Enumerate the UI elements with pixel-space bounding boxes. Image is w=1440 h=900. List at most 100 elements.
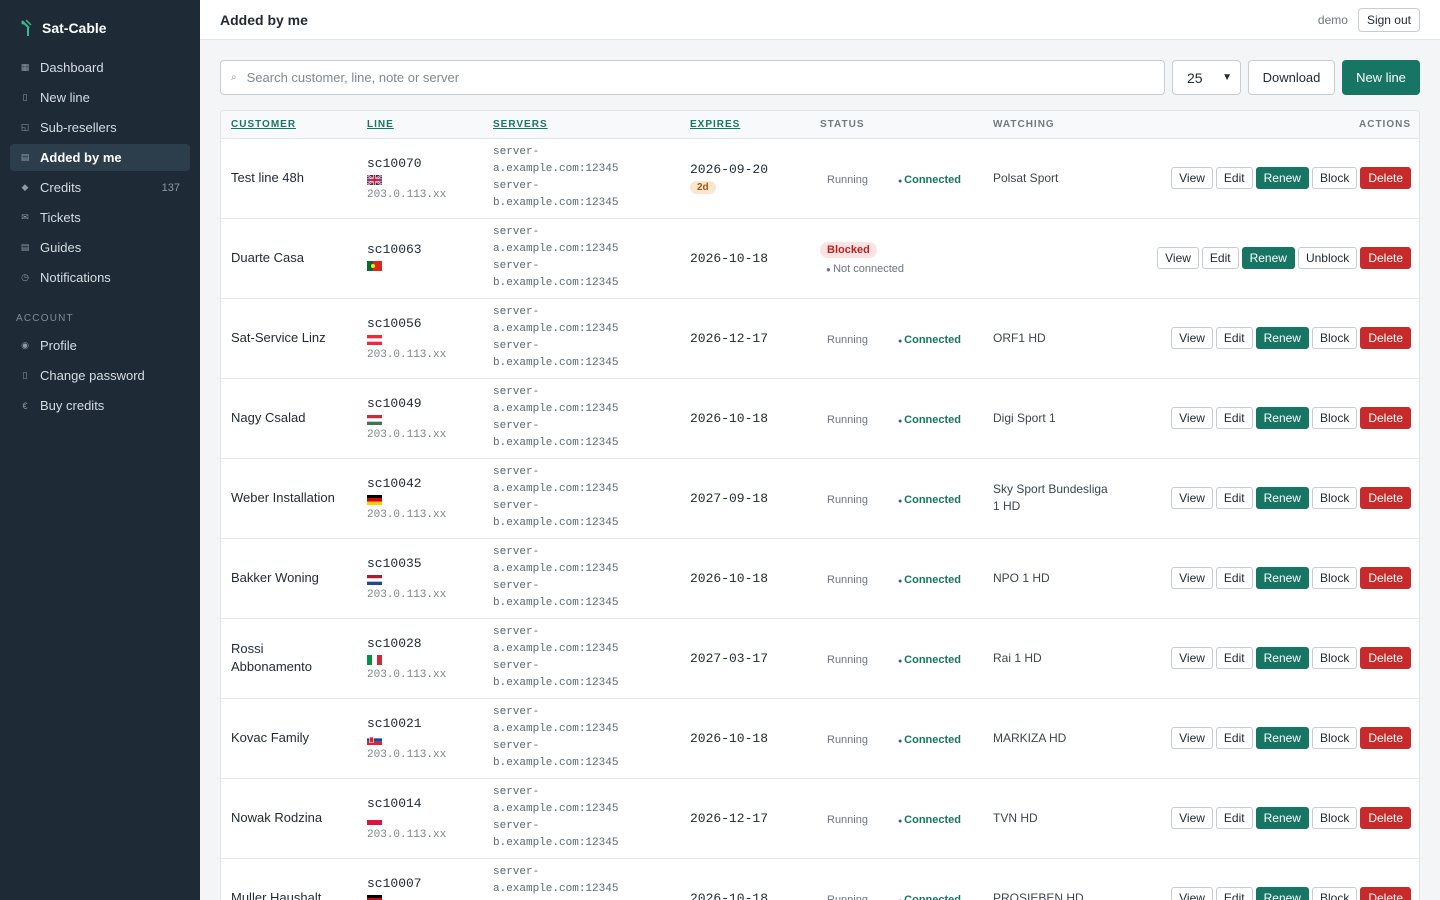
edit-button[interactable]: Edit: [1215, 327, 1253, 349]
renew-button[interactable]: Renew: [1255, 887, 1309, 900]
sidebar-item-change-password[interactable]: ▯ Change password: [10, 362, 190, 389]
line-id[interactable]: sc10021: [367, 715, 422, 731]
sidebar-item-label: Tickets: [40, 210, 81, 225]
col-servers[interactable]: SERVERS: [483, 111, 680, 139]
line-id[interactable]: sc10070: [367, 155, 422, 171]
page-size-select[interactable]: 25 ▼: [1172, 60, 1241, 95]
actions-cell: View Edit Renew Block Delete: [1123, 458, 1419, 539]
view-button[interactable]: View: [1171, 567, 1213, 589]
status-cell: Running● Connected: [810, 618, 983, 699]
block-button[interactable]: Block: [1311, 407, 1358, 429]
renew-button[interactable]: Renew: [1255, 567, 1309, 589]
sidebar-item-sub-resellers[interactable]: ◱ Sub-resellers: [10, 114, 190, 141]
line-id[interactable]: sc10028: [367, 635, 422, 651]
edit-button[interactable]: Edit: [1215, 727, 1253, 749]
line-id[interactable]: sc10056: [367, 315, 422, 331]
status-cell: Running● Connected: [810, 538, 983, 619]
unblock-button[interactable]: Unblock: [1297, 247, 1358, 269]
block-button[interactable]: Block: [1311, 727, 1358, 749]
sidebar-item-dashboard[interactable]: ▦ Dashboard: [10, 54, 190, 81]
delete-button[interactable]: Delete: [1360, 247, 1411, 269]
delete-button[interactable]: Delete: [1360, 487, 1411, 509]
renew-button[interactable]: Renew: [1241, 247, 1295, 269]
sidebar-item-notifications[interactable]: ◷ Notifications: [10, 264, 190, 291]
view-button[interactable]: View: [1171, 727, 1213, 749]
ip-address: 203.0.113.xx: [367, 508, 447, 521]
block-button[interactable]: Block: [1311, 807, 1358, 829]
watching-channel: Digi Sport 1: [983, 378, 1123, 459]
sidebar-item-buy-credits[interactable]: € Buy credits: [10, 392, 190, 419]
sidebar-item-credits[interactable]: ◆ Credits 137: [10, 174, 190, 201]
col-line[interactable]: LINE: [357, 111, 483, 139]
line-id[interactable]: sc10049: [367, 395, 422, 411]
expiry-date: 2026-10-18: [690, 250, 769, 266]
renew-button[interactable]: Renew: [1255, 647, 1309, 669]
block-button[interactable]: Block: [1311, 487, 1358, 509]
delete-button[interactable]: Delete: [1360, 327, 1411, 349]
sign-out-button[interactable]: Sign out: [1357, 7, 1420, 32]
customer-name: Duarte Casa: [221, 218, 357, 299]
renew-button[interactable]: Renew: [1255, 407, 1309, 429]
delete-button[interactable]: Delete: [1360, 167, 1411, 189]
block-button[interactable]: Block: [1311, 327, 1358, 349]
sidebar-item-tickets[interactable]: ✉ Tickets: [10, 204, 190, 231]
flag-hu-icon: [367, 414, 382, 425]
brand[interactable]: Sat-Cable: [0, 10, 200, 40]
renew-button[interactable]: Renew: [1255, 167, 1309, 189]
sidebar-item-guides[interactable]: ▤ Guides: [10, 234, 190, 261]
view-button[interactable]: View: [1171, 407, 1213, 429]
renew-button[interactable]: Renew: [1255, 727, 1309, 749]
line-id[interactable]: sc10035: [367, 555, 422, 571]
sidebar-item-label: New line: [40, 90, 90, 105]
watching-channel: Sky Sport Bundesliga 1 HD: [983, 458, 1123, 539]
status-cell: Running● Connected: [810, 858, 983, 900]
view-button[interactable]: View: [1171, 807, 1213, 829]
brand-name: Sat-Cable: [42, 20, 107, 36]
edit-button[interactable]: Edit: [1215, 487, 1253, 509]
edit-button[interactable]: Edit: [1215, 407, 1253, 429]
view-button[interactable]: View: [1171, 887, 1213, 900]
delete-button[interactable]: Delete: [1360, 407, 1411, 429]
status-dot-icon: ●: [897, 737, 905, 745]
view-button[interactable]: View: [1171, 487, 1213, 509]
block-button[interactable]: Block: [1311, 647, 1358, 669]
delete-button[interactable]: Delete: [1360, 807, 1411, 829]
view-button[interactable]: View: [1157, 247, 1199, 269]
edit-button[interactable]: Edit: [1215, 807, 1253, 829]
renew-button[interactable]: Renew: [1255, 327, 1309, 349]
line-id[interactable]: sc10007: [367, 875, 422, 891]
renew-button[interactable]: Renew: [1255, 487, 1309, 509]
edit-button[interactable]: Edit: [1215, 887, 1253, 900]
line-id[interactable]: sc10014: [367, 795, 422, 811]
view-button[interactable]: View: [1171, 327, 1213, 349]
edit-button[interactable]: Edit: [1215, 647, 1253, 669]
sidebar-item-profile[interactable]: ◉ Profile: [10, 332, 190, 359]
search-box[interactable]: ⌕: [220, 60, 1165, 95]
delete-button[interactable]: Delete: [1360, 887, 1411, 900]
renew-button[interactable]: Renew: [1255, 807, 1309, 829]
edit-button[interactable]: Edit: [1215, 167, 1253, 189]
block-button[interactable]: Block: [1311, 167, 1358, 189]
delete-button[interactable]: Delete: [1360, 727, 1411, 749]
delete-button[interactable]: Delete: [1360, 567, 1411, 589]
top-bar: Added by me demo Sign out: [200, 0, 1440, 40]
delete-button[interactable]: Delete: [1360, 647, 1411, 669]
new-line-button[interactable]: New line: [1342, 60, 1420, 95]
col-customer[interactable]: CUSTOMER: [221, 111, 357, 139]
line-id[interactable]: sc10042: [367, 475, 422, 491]
download-button[interactable]: Download: [1248, 60, 1335, 95]
server-list: server- a.example.com:12345 server- b.ex…: [493, 706, 619, 769]
actions-cell: View Edit Renew Block Delete: [1123, 618, 1419, 699]
view-button[interactable]: View: [1171, 647, 1213, 669]
sidebar-item-added-by-me[interactable]: ▤ Added by me: [10, 144, 190, 171]
line-id[interactable]: sc10063: [367, 241, 422, 257]
block-button[interactable]: Block: [1311, 567, 1358, 589]
expires-cell: 2026-09-20 2d: [680, 138, 810, 219]
edit-button[interactable]: Edit: [1201, 247, 1239, 269]
col-expires[interactable]: EXPIRES: [680, 111, 810, 139]
search-input[interactable]: [246, 70, 1147, 85]
edit-button[interactable]: Edit: [1215, 567, 1253, 589]
block-button[interactable]: Block: [1311, 887, 1358, 900]
sidebar-item-new-line[interactable]: ▯ New line: [10, 84, 190, 111]
view-button[interactable]: View: [1171, 167, 1213, 189]
